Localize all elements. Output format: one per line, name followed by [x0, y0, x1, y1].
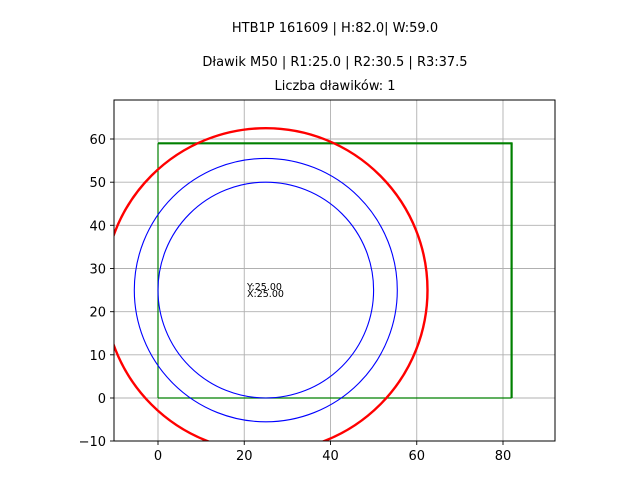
circle-r1: [157, 181, 375, 399]
x-tick-label: 40: [322, 449, 339, 464]
y-tick-label: 50: [89, 176, 106, 191]
y-tick-label: 60: [89, 133, 106, 148]
annotation-x: X:25.00: [247, 289, 284, 300]
circle-r3: [114, 127, 429, 441]
enclosure-rectangle: [157, 142, 513, 399]
y-tick-label: 20: [89, 306, 106, 321]
chart-title-line1: HTB1P 161609 | H:82.0| W:59.0: [232, 21, 438, 36]
axes-frame: [113, 99, 556, 442]
x-tick-label: 80: [495, 449, 512, 464]
chart-title-line3: Liczba dławików: 1: [274, 79, 395, 94]
y-tick-label: 40: [89, 219, 106, 234]
y-tick-label: 30: [89, 263, 106, 278]
chart-title-line2: Dławik M50 | R1:25.0 | R2:30.5 | R3:37.5: [202, 55, 467, 70]
annotation-y: Y:25.00: [246, 282, 282, 293]
x-tick-label: 0: [154, 449, 162, 464]
y-tick-label: 10: [89, 349, 106, 364]
x-axis: [157, 441, 504, 445]
y-tick-label: −10: [79, 435, 106, 450]
circle-r2: [133, 157, 398, 423]
y-axis: [110, 138, 114, 442]
y-tick-label: 0: [98, 392, 106, 407]
x-tick-label: 20: [236, 449, 253, 464]
x-tick-label: 60: [408, 449, 425, 464]
